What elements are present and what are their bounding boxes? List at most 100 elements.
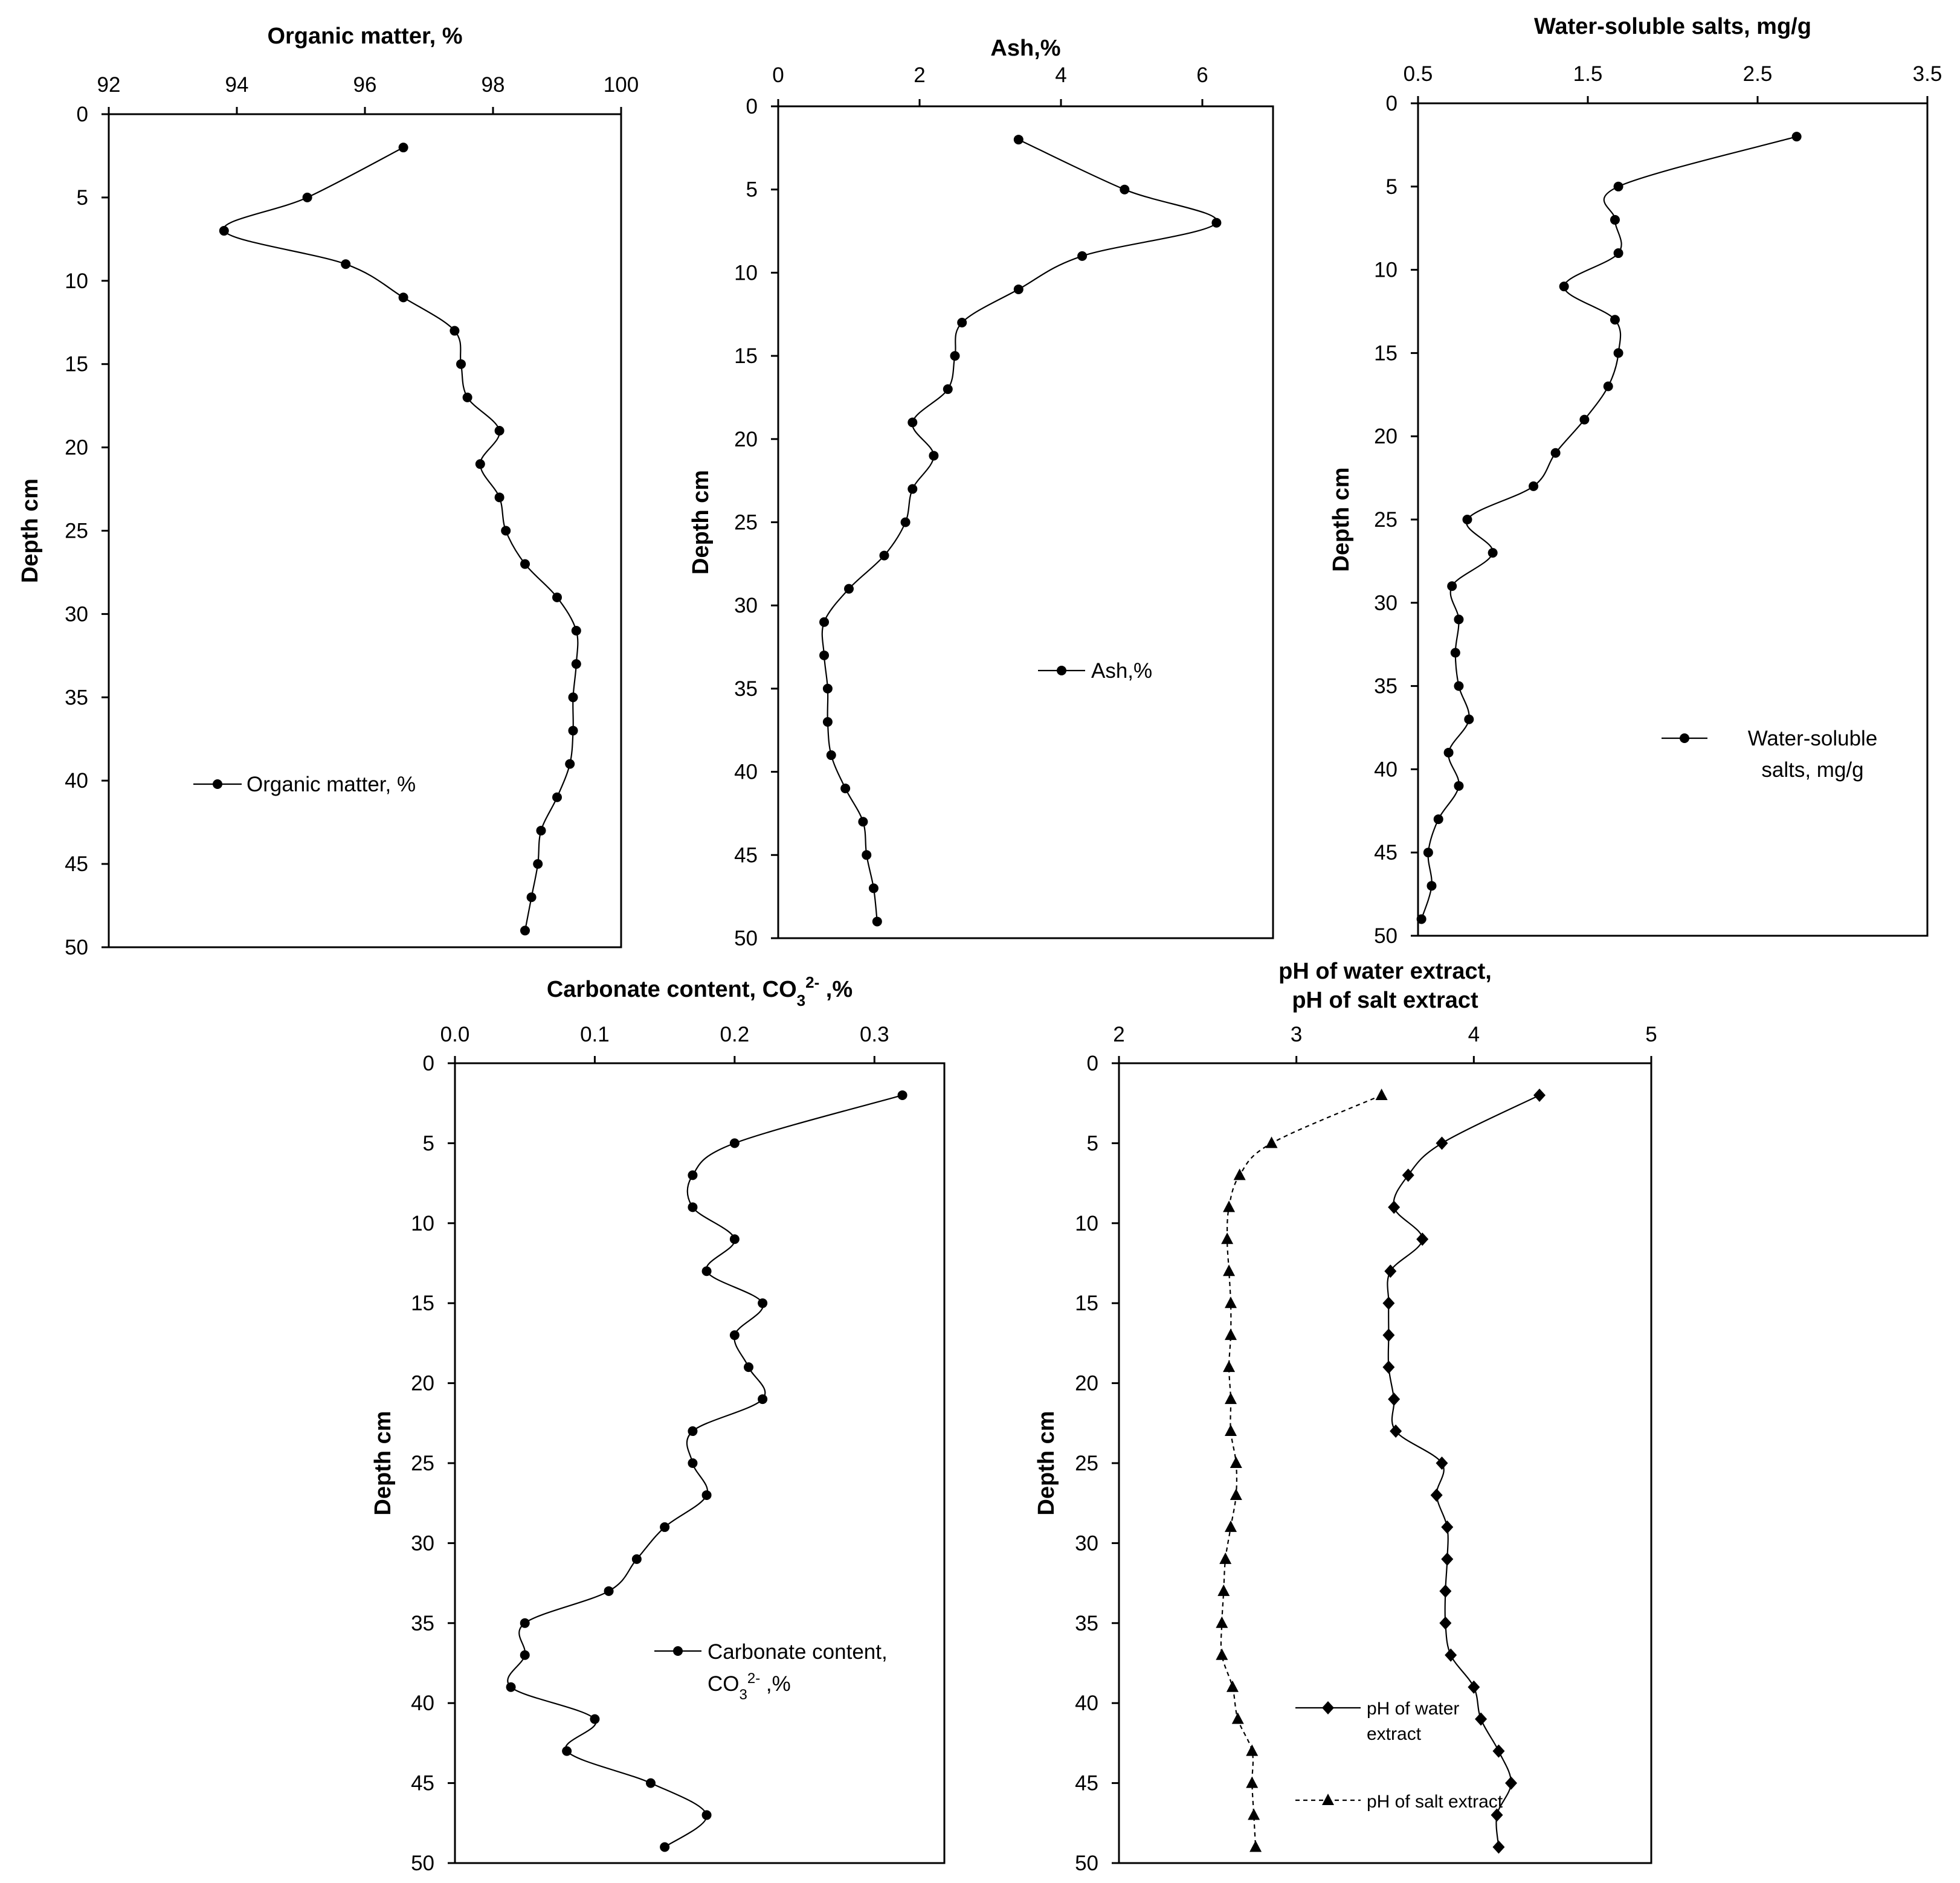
data-point bbox=[907, 484, 918, 494]
data-point bbox=[1441, 1520, 1454, 1534]
y-tick-label: 25 bbox=[1374, 508, 1397, 532]
x-tick-label: 2.5 bbox=[1743, 62, 1773, 86]
data-point bbox=[660, 1842, 670, 1852]
data-point bbox=[1249, 1840, 1262, 1852]
y-tick-label: 20 bbox=[1374, 425, 1397, 448]
data-point bbox=[879, 550, 889, 561]
y-tick-label: 15 bbox=[1374, 341, 1397, 365]
data-point bbox=[1416, 914, 1426, 924]
series-line bbox=[507, 1094, 903, 1848]
data-point bbox=[907, 417, 918, 428]
y-tick-label: 35 bbox=[1374, 675, 1397, 698]
chart-title: Water-soluble salts, mg/g bbox=[1534, 14, 1811, 39]
y-tick-label: 25 bbox=[734, 511, 758, 535]
data-point bbox=[646, 1778, 656, 1788]
y-tick-label: 20 bbox=[65, 436, 88, 460]
data-point bbox=[1230, 1488, 1242, 1500]
series-carbonate-content-co3-2- bbox=[506, 1090, 907, 1852]
data-point bbox=[1382, 1328, 1395, 1342]
title-superscript: 2- bbox=[805, 973, 819, 991]
data-point bbox=[1382, 1360, 1395, 1374]
data-point bbox=[1613, 248, 1623, 259]
data-point bbox=[1505, 1776, 1518, 1790]
data-point bbox=[1223, 1360, 1236, 1373]
data-point bbox=[526, 892, 537, 903]
data-point bbox=[1454, 681, 1464, 691]
y-tick-label: 10 bbox=[65, 269, 88, 293]
legend: Ash,% bbox=[1038, 659, 1152, 683]
data-point bbox=[571, 659, 581, 669]
y-tick-label: 25 bbox=[65, 520, 88, 543]
legend-subscript: 3 bbox=[740, 1687, 747, 1703]
y-tick-label: 30 bbox=[1374, 591, 1397, 615]
data-point bbox=[868, 883, 878, 893]
data-point bbox=[1423, 848, 1433, 858]
legend-label-water-2: extract bbox=[1367, 1724, 1422, 1744]
data-point bbox=[1223, 1264, 1236, 1276]
data-point bbox=[1013, 135, 1024, 145]
legend-label: Organic matter, % bbox=[247, 773, 416, 796]
y-tick-label: 10 bbox=[411, 1212, 434, 1235]
data-point bbox=[456, 359, 466, 369]
y-tick-label: 40 bbox=[65, 769, 88, 793]
y-tick-label: 15 bbox=[411, 1292, 434, 1315]
y-tick-label: 30 bbox=[1075, 1531, 1098, 1555]
data-point bbox=[1454, 781, 1464, 791]
data-point bbox=[758, 1394, 768, 1405]
y-tick-label: 45 bbox=[65, 852, 88, 876]
data-point bbox=[729, 1234, 740, 1244]
data-point bbox=[822, 716, 833, 727]
data-point bbox=[475, 459, 485, 469]
data-point bbox=[1211, 217, 1222, 228]
legend-marker-water bbox=[1322, 1701, 1334, 1714]
chart-title: pH of water extract, bbox=[1278, 959, 1492, 984]
y-tick-label: 0 bbox=[423, 1052, 434, 1075]
data-point bbox=[826, 750, 836, 761]
x-tick-label: 96 bbox=[353, 73, 377, 97]
y-tick-label: 0 bbox=[77, 103, 88, 126]
data-point bbox=[1791, 132, 1802, 142]
title-subscript: 3 bbox=[797, 991, 805, 1009]
x-tick-label: 3.5 bbox=[1913, 62, 1942, 86]
data-point bbox=[1246, 1776, 1259, 1788]
legend: pH of water extract pH of salt extract bbox=[1295, 1699, 1503, 1812]
legend-label-salt: pH of salt extract bbox=[1367, 1792, 1503, 1812]
x-tick-label: 98 bbox=[482, 73, 505, 97]
data-point bbox=[1265, 1136, 1278, 1148]
data-point bbox=[568, 726, 578, 736]
data-point bbox=[900, 517, 911, 527]
data-point bbox=[872, 916, 882, 927]
y-tick-label: 5 bbox=[77, 186, 88, 210]
data-point bbox=[1439, 1616, 1452, 1630]
data-point bbox=[631, 1554, 642, 1564]
data-point bbox=[1233, 1168, 1246, 1180]
x-tick-label: 0.0 bbox=[440, 1023, 470, 1046]
y-tick-label: 50 bbox=[1374, 924, 1397, 948]
y-tick-label: 5 bbox=[1386, 175, 1397, 199]
data-point bbox=[1613, 348, 1623, 358]
chart-carbonate: Carbonate content, CO32- ,% 0.0 0.1 0.2 0.3 0… bbox=[370, 973, 946, 1875]
data-point bbox=[450, 326, 460, 336]
x-tick-label: 5 bbox=[1645, 1023, 1657, 1046]
data-point bbox=[1225, 1424, 1237, 1437]
y-tick-label: 15 bbox=[734, 344, 758, 368]
data-point bbox=[1388, 1200, 1401, 1214]
x-tick-label: 6 bbox=[1196, 63, 1208, 87]
data-point bbox=[520, 925, 530, 936]
data-point bbox=[1445, 1648, 1457, 1662]
chart-title: Carbonate content, CO32- ,% bbox=[547, 973, 853, 1009]
data-point bbox=[1436, 1136, 1448, 1150]
data-point bbox=[1426, 881, 1437, 891]
y-tick-label: 5 bbox=[423, 1131, 434, 1155]
series-water-soluble-salts-mg-g bbox=[1416, 132, 1802, 924]
legend-label: Ash,% bbox=[1091, 659, 1152, 683]
x-tick-label: 2 bbox=[914, 63, 925, 87]
chart-organic: Organic matter, % 92 94 96 98 100 0 5 10 15 20 25 30… bbox=[18, 24, 639, 959]
x-tick-label: 92 bbox=[97, 73, 121, 97]
series-ph-of-salt-extract bbox=[1216, 1088, 1388, 1852]
x-tick-label: 100 bbox=[604, 73, 639, 97]
data-point bbox=[604, 1586, 614, 1596]
legend-marker bbox=[1057, 666, 1066, 675]
plot-frame bbox=[1417, 102, 1929, 937]
